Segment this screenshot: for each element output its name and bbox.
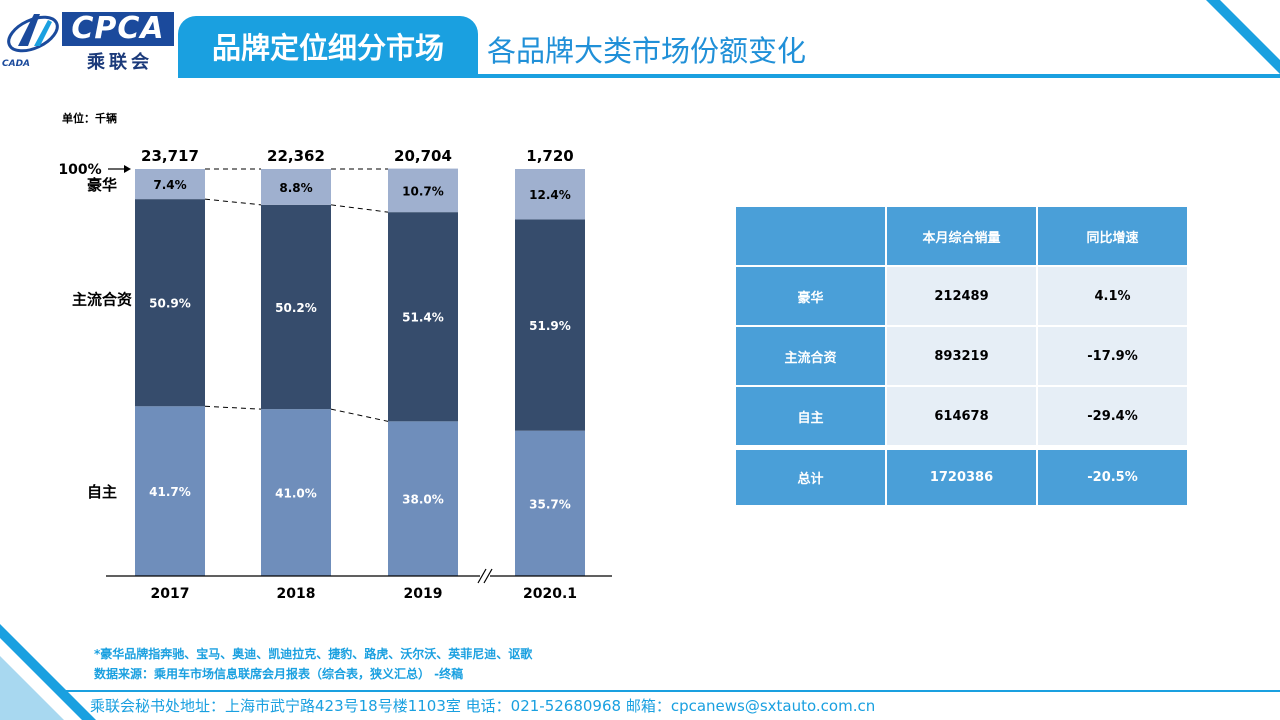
total-label: 20,704	[394, 147, 452, 165]
x-tick-label: 2018	[277, 586, 316, 602]
data-label: 38.0%	[402, 493, 444, 507]
cpca-emblem-icon	[7, 14, 59, 53]
hundred-percent-label: 100%	[58, 162, 101, 178]
row-label: 自主	[736, 387, 887, 447]
legend-label: 主流合资	[72, 291, 132, 309]
data-label: 35.7%	[529, 497, 571, 511]
section-tab: 品牌定位细分市场	[178, 16, 478, 76]
table-row: 自主 614678 -29.4%	[736, 387, 1189, 447]
table-row: 豪华 212489 4.1%	[736, 267, 1189, 327]
sales-cell: 893219	[887, 327, 1038, 387]
connector-line	[204, 405, 262, 410]
bar-segment	[135, 199, 205, 407]
bar-segment	[135, 406, 205, 576]
logo-small-text: CADA	[2, 59, 31, 69]
total-label: 1,720	[526, 147, 573, 165]
bar-segment	[261, 169, 331, 205]
total-sales: 1720386	[887, 447, 1038, 507]
sales-cell: 614678	[887, 387, 1038, 447]
data-label: 51.9%	[529, 319, 571, 333]
total-growth: -20.5%	[1038, 447, 1189, 507]
data-label: 12.4%	[529, 188, 571, 202]
table-row: 主流合资 893219 -17.9%	[736, 327, 1189, 387]
connector-line	[330, 204, 389, 213]
growth-cell: 4.1%	[1038, 267, 1189, 327]
data-label: 8.8%	[279, 181, 312, 195]
bar-segment	[388, 168, 458, 213]
x-tick-label: 2019	[404, 586, 443, 602]
logo-cn-text: 乘联会	[87, 52, 153, 73]
header-divider	[178, 74, 1280, 78]
data-label: 50.9%	[149, 297, 191, 311]
footer-divider	[60, 690, 1280, 692]
total-label: 23,717	[141, 147, 199, 165]
unit-label: 单位：千辆	[62, 112, 117, 125]
growth-cell: -29.4%	[1038, 387, 1189, 447]
growth-cell: -17.9%	[1038, 327, 1189, 387]
logo-cpca-text: CPCA	[62, 12, 174, 46]
footnotes: *豪华品牌指奔驰、宝马、奥迪、凯迪拉克、捷豹、路虎、沃尔沃、英菲尼迪、讴歌 数据…	[94, 644, 532, 684]
bar-segment	[261, 204, 331, 410]
footnote-luxury-definition: *豪华品牌指奔驰、宝马、奥迪、凯迪拉克、捷豹、路虎、沃尔沃、英菲尼迪、讴歌	[94, 647, 533, 661]
x-tick-label: 2020.1	[523, 586, 577, 602]
sales-table: 本月综合销量 同比增速 豪华 212489 4.1% 主流合资 893219 -…	[736, 207, 1189, 507]
bar-segment	[515, 430, 585, 576]
data-label: 41.0%	[275, 487, 317, 501]
total-label: 22,362	[267, 147, 325, 165]
connector-line	[204, 198, 262, 206]
footnote-data-source: 数据来源：乘用车市场信息联席会月报表（综合表，狭义汇总） -终稿	[94, 667, 464, 681]
bar-segment	[515, 169, 585, 220]
data-label: 10.7%	[402, 184, 444, 198]
row-label: 主流合资	[736, 327, 887, 387]
axis-break-mark	[477, 568, 487, 584]
data-label: 50.2%	[275, 301, 317, 315]
hundred-arrow-head	[124, 165, 131, 173]
cpca-logo: CPCA 乘联会 CADA	[0, 4, 178, 73]
legend-label: 自主	[87, 483, 117, 501]
axis-break-mark	[483, 568, 493, 584]
footer-contact: 乘联会秘书处地址：上海市武宁路423号18号楼1103室 电话：021-5268…	[90, 697, 876, 715]
table-header-row: 本月综合销量 同比增速	[736, 207, 1189, 267]
bar-segment	[515, 219, 585, 431]
connector-line	[330, 408, 389, 422]
corner-decoration-bottom-left-core	[0, 656, 64, 720]
corner-decoration-top-right-inner	[1220, 0, 1280, 60]
bar-segment	[261, 409, 331, 576]
x-tick-label: 2017	[151, 586, 190, 602]
bar-segment	[135, 169, 205, 200]
bar-segment	[388, 421, 458, 576]
row-label: 豪华	[736, 267, 887, 327]
bar-segment	[388, 212, 458, 422]
data-label: 41.7%	[149, 485, 191, 499]
table-header-blank	[736, 207, 887, 267]
page-title: 各品牌大类市场份额变化	[487, 34, 807, 68]
table-header-growth: 同比增速	[1038, 207, 1189, 267]
total-label: 总计	[736, 447, 887, 507]
data-label: 7.4%	[153, 178, 186, 192]
stacked-bar-chart: 41.7% 50.9% 7.4% 23,717 2017 41.0% 50.2% 8.8% 22…	[58, 147, 612, 602]
legend-label: 豪华	[87, 176, 117, 194]
table-total-row: 总计 1720386 -20.5%	[736, 447, 1189, 507]
table-header-sales: 本月综合销量	[887, 207, 1038, 267]
data-label: 51.4%	[402, 311, 444, 325]
axis-break-gap	[480, 568, 490, 584]
sales-cell: 212489	[887, 267, 1038, 327]
header: CPCA 乘联会 CADA 品牌定位细分市场 各品牌大类市场份额变化	[0, 0, 1280, 78]
